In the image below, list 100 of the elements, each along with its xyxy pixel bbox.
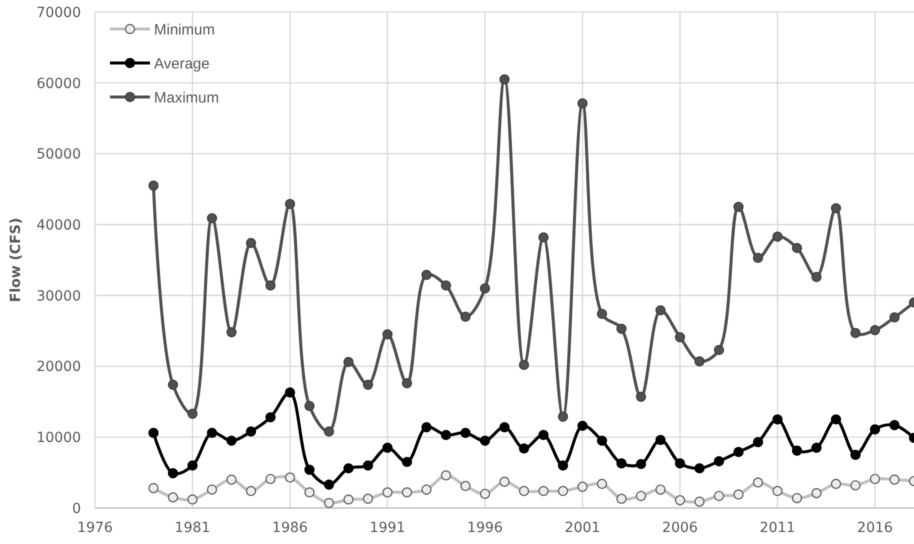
point — [343, 463, 354, 474]
point — [324, 480, 334, 490]
point — [674, 458, 686, 468]
point — [538, 430, 549, 440]
point — [246, 426, 256, 437]
point — [440, 280, 452, 291]
x-tick-label: 2011 — [760, 520, 796, 536]
point — [265, 280, 276, 291]
point — [362, 494, 374, 504]
point — [402, 456, 412, 468]
point — [460, 480, 471, 492]
point — [616, 458, 627, 468]
point — [714, 344, 724, 356]
point — [616, 324, 627, 334]
point — [870, 474, 880, 484]
point — [382, 487, 393, 498]
point — [499, 422, 510, 432]
point — [577, 98, 588, 109]
x-tick-label: 1991 — [370, 520, 406, 536]
point — [850, 450, 861, 460]
point — [636, 392, 646, 402]
x-tick-label: 1981 — [174, 520, 210, 536]
point — [440, 430, 452, 440]
point — [772, 414, 783, 425]
point — [460, 428, 471, 438]
point — [889, 312, 900, 322]
point — [752, 252, 764, 263]
point — [206, 213, 218, 224]
point — [284, 472, 296, 483]
point — [518, 443, 530, 454]
point — [265, 412, 276, 422]
point — [480, 488, 490, 499]
point — [324, 426, 334, 437]
point — [168, 492, 178, 502]
point — [655, 305, 666, 316]
point — [830, 414, 842, 425]
point — [382, 442, 393, 453]
point — [362, 380, 374, 390]
point — [792, 446, 802, 456]
point — [733, 446, 744, 458]
point — [518, 360, 530, 370]
point — [596, 308, 608, 319]
point — [148, 483, 159, 494]
point — [402, 487, 412, 498]
point — [577, 482, 588, 492]
point — [752, 437, 764, 448]
point — [772, 232, 783, 242]
point — [187, 460, 198, 471]
point — [830, 478, 842, 490]
point — [694, 463, 705, 474]
point — [558, 460, 568, 471]
point — [382, 329, 393, 340]
point — [362, 460, 374, 471]
point — [246, 486, 256, 496]
x-tick-label: 2016 — [857, 520, 893, 536]
point — [421, 484, 432, 495]
y-tick-label: 30000 — [36, 288, 81, 304]
point — [870, 424, 880, 434]
point — [733, 489, 744, 500]
point — [304, 400, 315, 412]
x-tick-label: 2006 — [662, 520, 698, 536]
legend-label: Average — [154, 55, 210, 72]
x-tick-label: 1986 — [272, 520, 308, 536]
point — [460, 312, 471, 322]
x-tick-label: 1976 — [77, 520, 113, 536]
point — [889, 420, 900, 430]
point — [304, 464, 315, 475]
point — [499, 476, 510, 487]
point — [148, 180, 159, 191]
point — [674, 332, 686, 342]
point — [596, 478, 608, 490]
x-tick-label: 2001 — [564, 520, 600, 536]
y-tick-label: 70000 — [36, 4, 81, 21]
point — [636, 490, 646, 502]
point — [850, 480, 861, 490]
point — [421, 422, 432, 432]
y-axis-title: Flow (CFS) — [8, 218, 24, 302]
y-tick-label: 20000 — [36, 359, 81, 376]
point — [226, 474, 237, 485]
point — [168, 380, 178, 390]
point — [421, 270, 432, 280]
point — [187, 408, 198, 419]
point — [674, 495, 686, 506]
point — [538, 486, 549, 496]
point — [850, 328, 861, 338]
point — [284, 387, 296, 398]
point — [792, 492, 802, 504]
legend-label: Maximum — [154, 89, 220, 106]
point — [187, 494, 198, 505]
point — [655, 434, 666, 446]
point — [811, 488, 822, 498]
point — [206, 484, 218, 495]
point — [480, 436, 490, 446]
point — [558, 411, 568, 422]
point — [577, 420, 588, 431]
point — [168, 468, 178, 478]
point — [206, 428, 218, 438]
point — [518, 486, 530, 496]
point — [889, 474, 900, 485]
point — [402, 378, 412, 388]
